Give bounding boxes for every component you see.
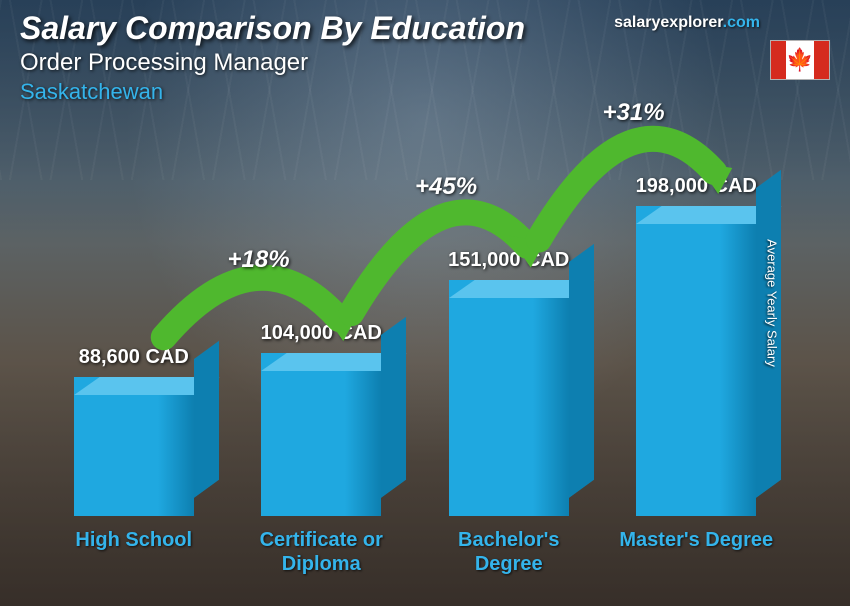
y-axis-label: Average Yearly Salary [765, 239, 780, 367]
chart-title: Salary Comparison By Education [20, 10, 830, 47]
arrow-head-icon [696, 162, 732, 194]
increment-arc: +31% [40, 150, 790, 576]
bar-chart: 88,600 CAD104,000 CAD151,000 CAD198,000 … [40, 150, 790, 576]
header: Salary Comparison By Education Order Pro… [20, 10, 830, 105]
chart-region: Saskatchewan [20, 79, 830, 105]
chart-subtitle: Order Processing Manager [20, 49, 830, 77]
arc-svg [40, 150, 790, 576]
arc-path [539, 139, 715, 240]
